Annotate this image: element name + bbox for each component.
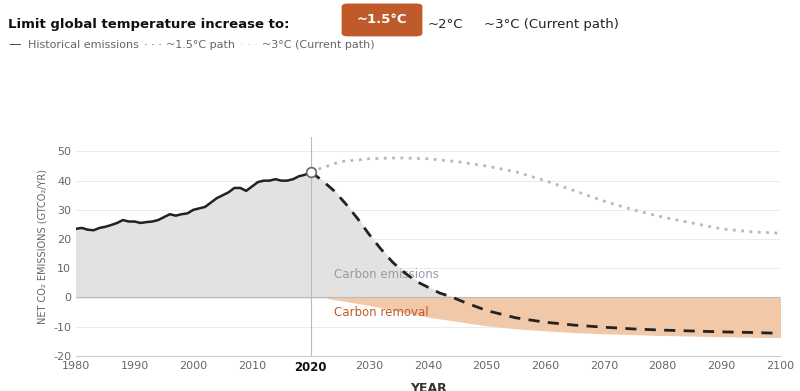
Text: ~3°C (Current path): ~3°C (Current path) [484,18,619,30]
Text: Historical emissions: Historical emissions [28,40,139,50]
Text: ~3°C (Current path): ~3°C (Current path) [262,40,375,50]
Text: ~2°C: ~2°C [428,18,463,30]
X-axis label: YEAR: YEAR [410,382,446,391]
Text: ~1.5°C: ~1.5°C [357,13,407,27]
Y-axis label: NET CO₂ EMISSIONS (GTCO₂/YR): NET CO₂ EMISSIONS (GTCO₂/YR) [38,169,47,324]
Text: Carbon emissions: Carbon emissions [334,267,439,281]
Text: ~1.5°C path: ~1.5°C path [166,40,235,50]
Text: · · ·: · · · [240,40,258,50]
Text: · · ·: · · · [144,40,162,50]
Text: Limit global temperature increase to:: Limit global temperature increase to: [8,18,290,30]
Text: Carbon removal: Carbon removal [334,305,429,319]
Text: —: — [8,38,21,52]
